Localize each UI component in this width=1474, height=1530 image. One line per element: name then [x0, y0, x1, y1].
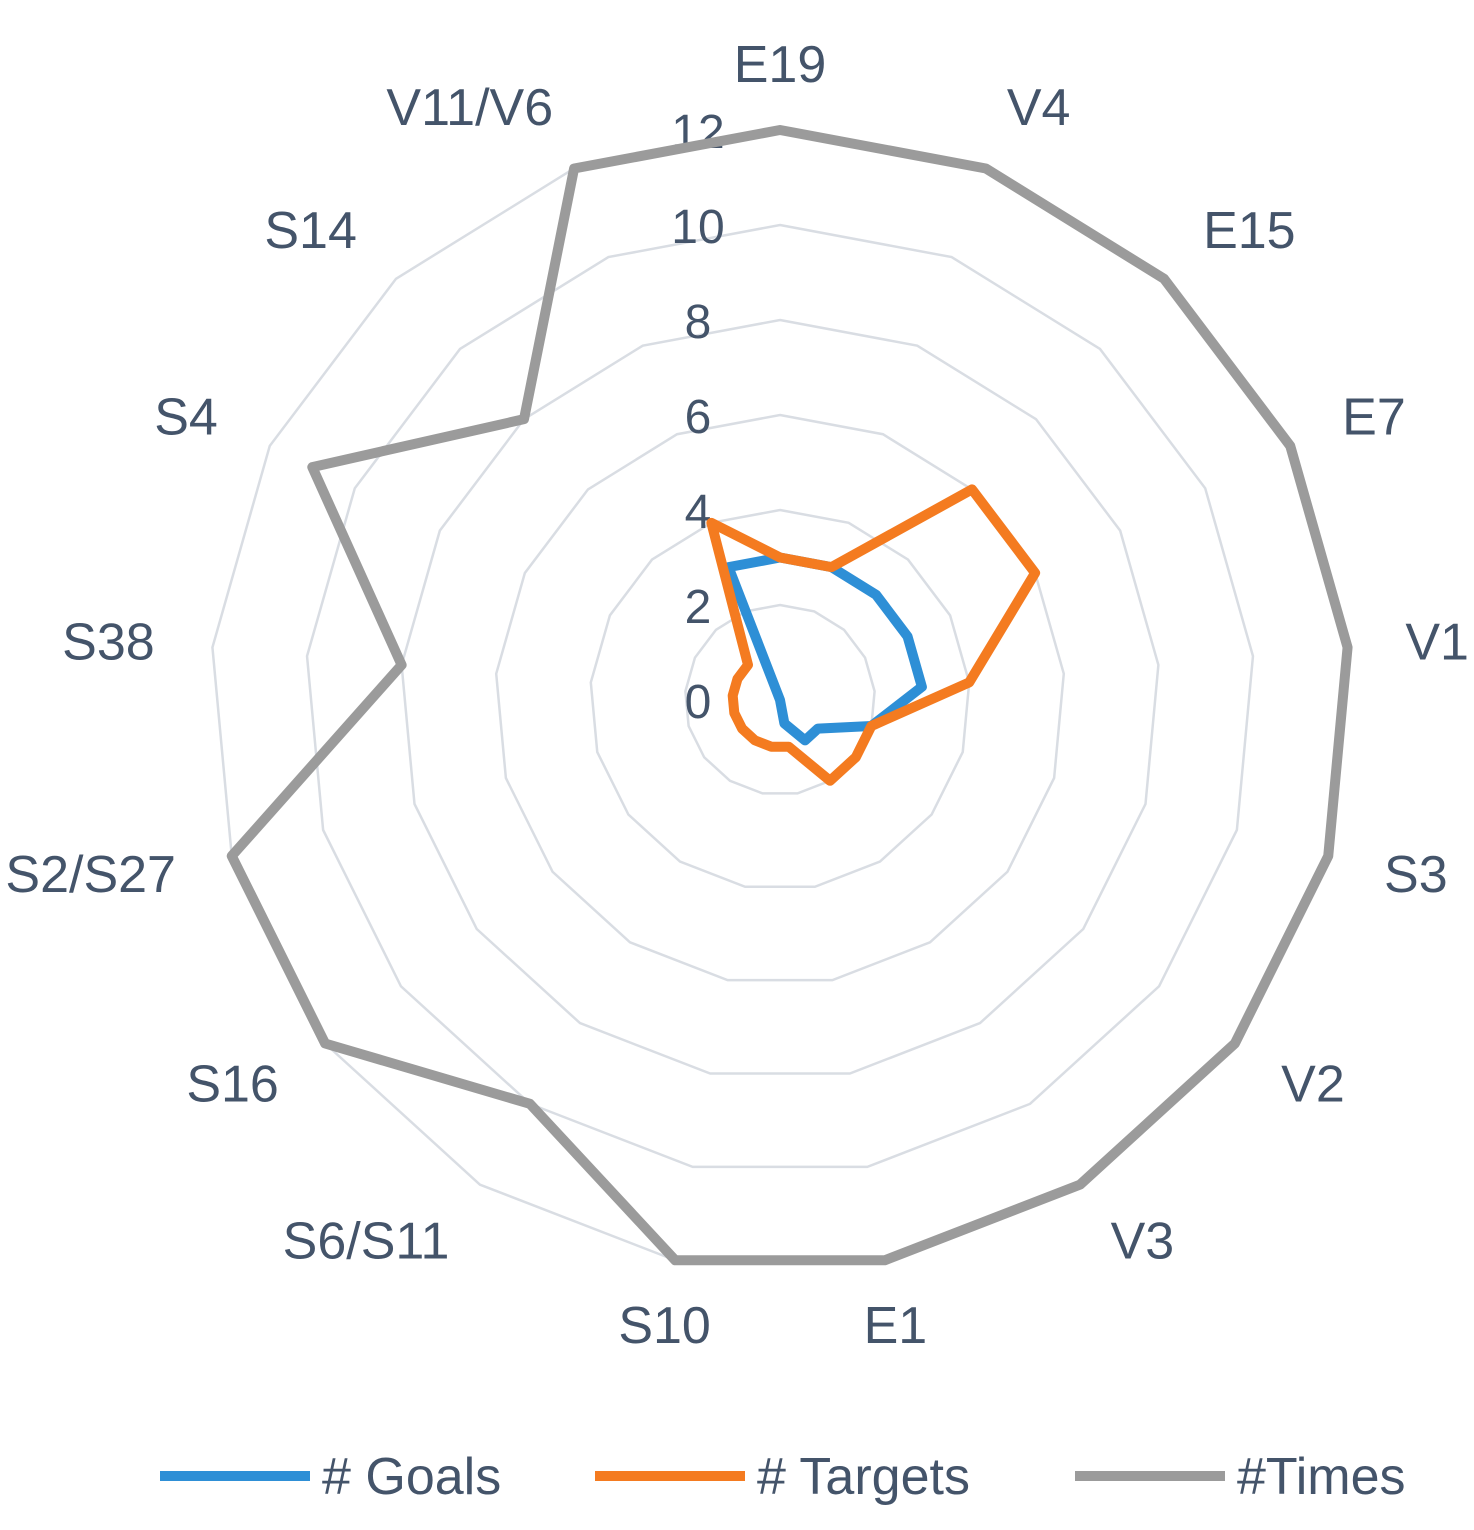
- grid-ring: [684, 603, 876, 795]
- series-line: [226, 125, 1353, 1266]
- series-line: [706, 484, 1041, 786]
- category-label: S16: [186, 1055, 279, 1113]
- legend-label: # Targets: [757, 1448, 970, 1506]
- category-label: S6/S11: [283, 1213, 450, 1271]
- category-label: E15: [1203, 202, 1296, 260]
- category-labels: E19 V4 E15 E7 V1 S3 V2 V3 E1 S10 S6/S11 S16 S2/S27 S3…: [5, 36, 1469, 1355]
- grid-ring: [305, 223, 1255, 1169]
- grid-ring: [400, 318, 1160, 1075]
- category-label: V3: [1111, 1213, 1175, 1271]
- radial-tick-label: 0: [685, 676, 712, 729]
- category-label: V11/V6: [386, 79, 553, 137]
- category-label: S3: [1384, 846, 1448, 904]
- category-label: S10: [618, 1297, 711, 1355]
- category-label: E7: [1342, 389, 1406, 447]
- category-label: S38: [62, 613, 155, 671]
- series-line: [723, 552, 927, 746]
- radial-tick-label: 10: [671, 201, 724, 254]
- legend-label: # Goals: [322, 1448, 501, 1506]
- radial-tick-label: 8: [685, 296, 712, 349]
- radial-tick-label: 4: [685, 486, 712, 539]
- category-label: S14: [264, 202, 357, 260]
- category-label: V1: [1405, 613, 1469, 671]
- category-label: E19: [734, 36, 827, 94]
- legend-label: #Times: [1237, 1448, 1406, 1506]
- category-label: S2/S27: [5, 846, 176, 904]
- legend: # Goals # Targets #Times: [160, 1448, 1406, 1506]
- series-lines: [226, 125, 1353, 1266]
- radial-tick-label: 6: [685, 391, 712, 444]
- category-label: V4: [1007, 79, 1071, 137]
- category-label: S4: [154, 389, 218, 447]
- category-label: E1: [864, 1297, 928, 1355]
- category-label: V2: [1281, 1055, 1345, 1113]
- radial-tick-label: 2: [685, 581, 712, 634]
- grid-ring: [589, 508, 971, 889]
